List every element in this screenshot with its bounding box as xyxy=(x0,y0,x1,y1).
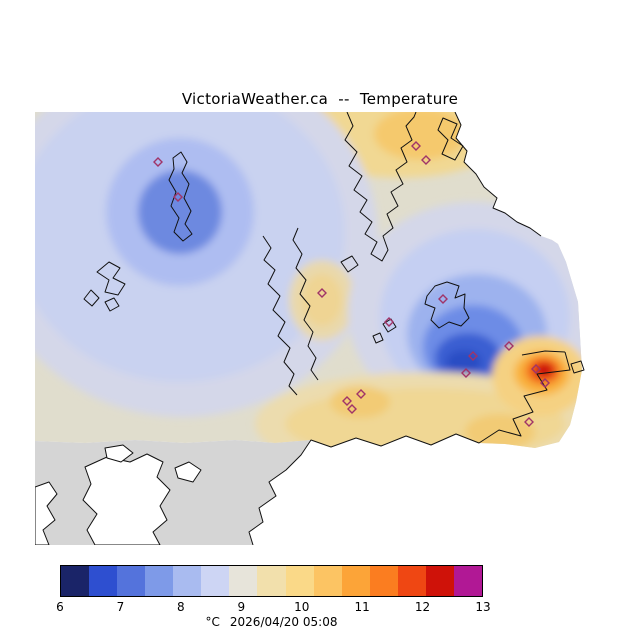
colorbar-segment xyxy=(117,566,146,596)
station-marker-icon xyxy=(540,378,550,388)
station-marker-icon xyxy=(468,351,478,361)
station-marker-icon xyxy=(153,157,163,167)
station-marker-icon xyxy=(384,317,394,327)
station-marker-icon xyxy=(461,368,471,378)
colorbar-segment xyxy=(229,566,258,596)
colorbar-segment xyxy=(61,566,90,596)
station-marker-icon xyxy=(317,288,327,298)
station-marker-icon xyxy=(504,341,514,351)
map-canvas xyxy=(35,112,585,545)
colorbar-tick-label: 7 xyxy=(116,600,125,614)
colorbar-tick-label: 12 xyxy=(414,600,431,614)
temperature-map xyxy=(35,112,600,545)
colorbar-segment xyxy=(341,566,370,596)
station-marker-icon xyxy=(421,155,431,165)
colorbar-segment xyxy=(257,566,286,596)
temperature-field xyxy=(35,112,582,448)
colorbar-segment xyxy=(397,566,426,596)
colorbar-tick-label: 8 xyxy=(177,600,185,614)
colorbar-segment xyxy=(313,566,342,596)
colorbar-tick-label: 6 xyxy=(56,600,64,614)
station-marker-icon xyxy=(347,404,357,414)
colorbar-segment xyxy=(173,566,202,596)
station-marker-icon xyxy=(531,364,541,374)
colorbar-tick-label: 9 xyxy=(237,600,246,614)
station-marker-icon xyxy=(342,396,352,406)
coastlines xyxy=(83,112,585,545)
colorbar-tick-label: 13 xyxy=(475,600,491,614)
station-marker-icon xyxy=(411,141,421,151)
colorbar-segment xyxy=(453,566,482,596)
station-marker-icon xyxy=(173,192,183,202)
station-marker-icon xyxy=(524,417,534,427)
page-title: VictoriaWeather.ca -- Temperature xyxy=(181,90,459,108)
colorbar-segment xyxy=(285,566,314,596)
timestamp: 2026/04/20 05:08 xyxy=(229,615,338,629)
station-marker-icon xyxy=(356,389,366,399)
colorbar-tick-label: 10 xyxy=(294,600,310,614)
station-marker-icon xyxy=(438,294,448,304)
land-masses xyxy=(35,444,202,545)
station-markers xyxy=(153,141,550,427)
colorbar-ticks: 6 7 8 9 10 11 12 13 xyxy=(56,600,490,615)
colorbar-segment xyxy=(89,566,118,596)
colorbar-tick-label: 11 xyxy=(354,600,370,614)
colorbar-segment xyxy=(201,566,230,596)
unit-label: °C xyxy=(205,615,220,629)
no-data-water xyxy=(35,440,311,545)
colorbar-caption: °C 2026/04/20 05:08 xyxy=(60,615,483,629)
colorbar xyxy=(60,565,483,597)
colorbar-segment xyxy=(145,566,174,596)
colorbar-segment xyxy=(369,566,398,596)
colorbar-segment xyxy=(425,566,454,596)
